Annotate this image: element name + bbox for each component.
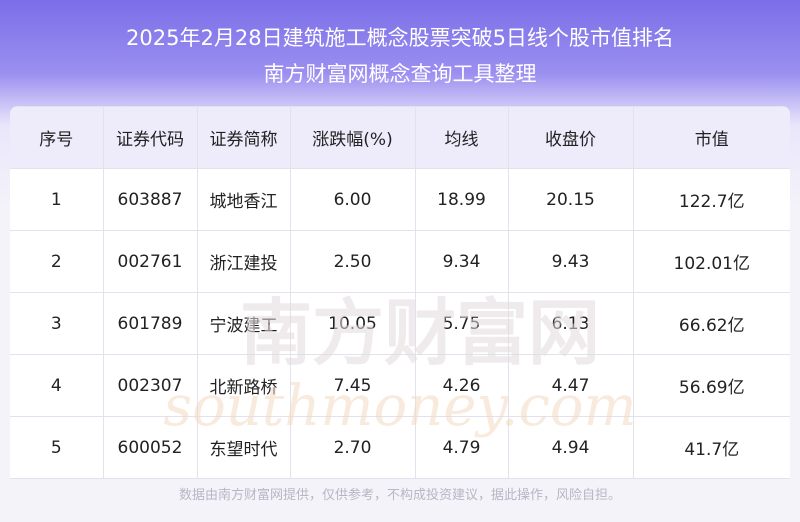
table-cell: 002761	[102, 230, 198, 293]
column-header: 收盘价	[507, 106, 634, 169]
column-header: 证券代码	[102, 106, 198, 169]
table-body: 1 603887 城地香江 6.00 18.99 20.15 122.7亿 2 002761 浙江…	[10, 168, 790, 479]
table-cell: 002307	[102, 354, 198, 417]
table-cell: 4.79	[414, 416, 509, 479]
column-header: 均线	[414, 106, 509, 169]
subtitle: 南方财富网概念查询工具整理	[263, 62, 537, 86]
table-cell: 601789	[102, 292, 198, 355]
table-cell: 1	[10, 168, 104, 231]
table-cell: 9.43	[507, 230, 634, 293]
table-cell: 城地香江	[196, 168, 291, 231]
table-cell: 20.15	[507, 168, 634, 231]
header-row: 序号 证券代码 证券简称 涨跌幅(%) 均线 收盘价 市值	[10, 106, 790, 169]
table-cell: 3	[10, 292, 104, 355]
column-header: 证券简称	[196, 106, 291, 169]
table-cell: 4.47	[507, 354, 634, 417]
table-cell: 宁波建工	[196, 292, 291, 355]
table-cell: 66.62亿	[632, 292, 790, 355]
table-cell: 5.75	[414, 292, 509, 355]
table-cell: 北新路桥	[196, 354, 291, 417]
title: 2025年2月28日建筑施工概念股票突破5日线个股市值排名	[126, 26, 674, 50]
table-cell: 6.13	[507, 292, 634, 355]
table-cell: 东望时代	[196, 416, 291, 479]
table-row: 4 002307 北新路桥 7.45 4.26 4.47 56.69亿	[10, 354, 790, 417]
column-header: 涨跌幅(%)	[289, 106, 416, 169]
table-cell: 122.7亿	[632, 168, 790, 231]
table-cell: 10.05	[289, 292, 416, 355]
table-cell: 4	[10, 354, 104, 417]
disclaimer: 数据由南方财富网提供，仅供参考，不构成投资建议，据此操作，风险自担。	[178, 488, 621, 503]
column-header: 市值	[632, 106, 790, 169]
table-cell: 9.34	[414, 230, 509, 293]
table-row: 3 601789 宁波建工 10.05 5.75 6.13 66.62亿	[10, 292, 790, 355]
table-cell: 4.26	[414, 354, 509, 417]
table-cell: 浙江建投	[196, 230, 291, 293]
stock-table: 序号 证券代码 证券简称 涨跌幅(%) 均线 收盘价 市值 1 603887 城地香江 6.00 1…	[10, 106, 790, 479]
column-header: 序号	[10, 106, 104, 169]
table-cell: 600052	[102, 416, 198, 479]
table-row: 2 002761 浙江建投 2.50 9.34 9.43 102.01亿	[10, 230, 790, 293]
table-cell: 6.00	[289, 168, 416, 231]
table-cell: 2.70	[289, 416, 416, 479]
table-cell: 5	[10, 416, 104, 479]
table-cell: 41.7亿	[632, 416, 790, 479]
table-cell: 56.69亿	[632, 354, 790, 417]
table-cell: 7.45	[289, 354, 416, 417]
table-cell: 2.50	[289, 230, 416, 293]
table-row: 1 603887 城地香江 6.00 18.99 20.15 122.7亿	[10, 168, 790, 231]
table-cell: 4.94	[507, 416, 634, 479]
table-cell: 102.01亿	[632, 230, 790, 293]
table-row: 5 600052 东望时代 2.70 4.79 4.94 41.7亿	[10, 416, 790, 479]
table-cell: 603887	[102, 168, 198, 231]
table-cell: 18.99	[414, 168, 509, 231]
table-cell: 2	[10, 230, 104, 293]
